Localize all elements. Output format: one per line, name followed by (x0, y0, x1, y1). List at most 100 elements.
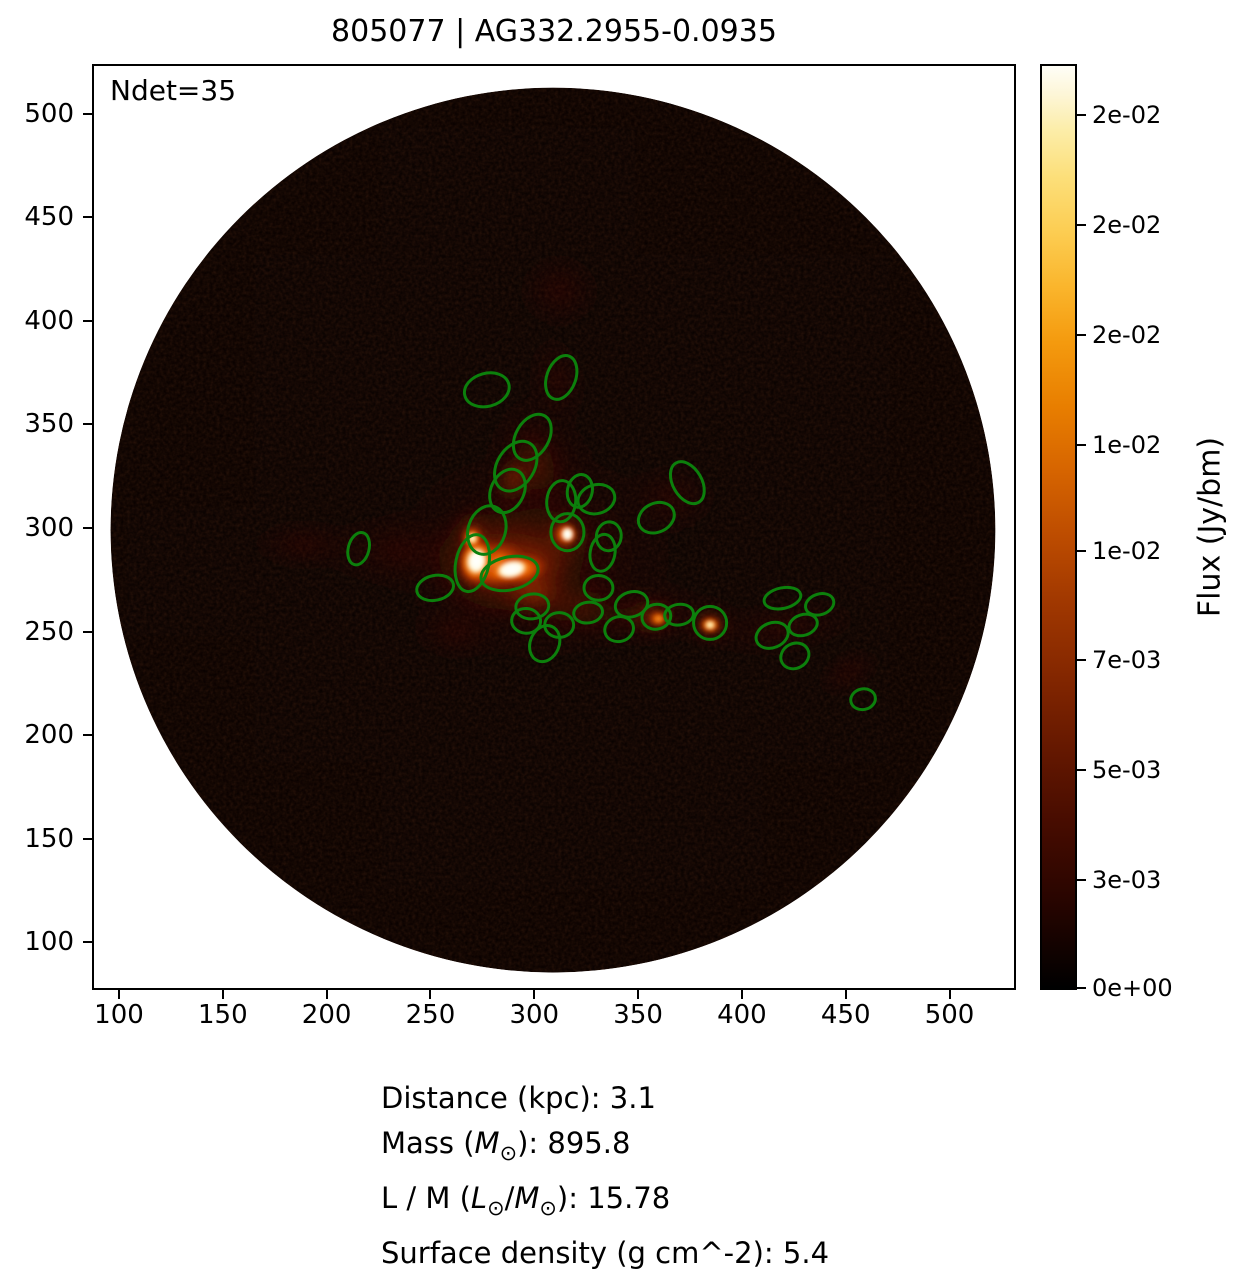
detection-ellipse (588, 532, 617, 573)
detection-ellipse (804, 592, 836, 617)
detection-ellipse (572, 600, 605, 625)
detection-ellipse (466, 504, 508, 556)
detection-ellipse (779, 641, 811, 671)
colorbar-tick (1077, 113, 1086, 116)
y-tick (83, 319, 92, 322)
y-tick-label: 400 (24, 305, 74, 336)
y-tick (83, 941, 92, 944)
x-tick-label: 400 (717, 1000, 767, 1030)
emission-faint2 (509, 245, 609, 337)
x-tick (221, 990, 224, 999)
detection-ellipse (787, 612, 819, 638)
colorbar-tick-label: 7e-03 (1092, 646, 1162, 675)
y-tick-label: 200 (24, 720, 74, 751)
detection-ellipse (549, 512, 586, 553)
detection-ellipse (479, 554, 540, 593)
x-tick (948, 990, 951, 999)
x-tick (429, 990, 432, 999)
detection-ellipse (582, 573, 615, 602)
y-tick-label: 150 (24, 823, 74, 854)
emission-core (497, 560, 526, 578)
y-tick-label: 300 (24, 513, 74, 544)
colorbar-tick (1077, 878, 1086, 881)
detection-ellipse (663, 602, 695, 627)
x-tick-label: 100 (94, 1000, 144, 1030)
x-tick-label: 150 (197, 1000, 248, 1030)
colorbar-tick-label: 2e-02 (1092, 100, 1162, 129)
detection-ellipse (640, 602, 673, 631)
x-tick (844, 990, 847, 999)
detection-ellipse (545, 479, 578, 524)
detection-ellipse (668, 460, 706, 506)
x-tick-label: 200 (301, 1000, 352, 1030)
y-tick (83, 423, 92, 426)
detection-ellipse (762, 585, 803, 611)
y-tick-label: 350 (24, 409, 74, 440)
colorbar-tick-label: 0e+00 (1092, 974, 1173, 1003)
y-tick (83, 837, 92, 840)
colorbar-tick-label: 1e-02 (1092, 537, 1162, 566)
stats-block: Distance (kpc): 3.1 Mass (M⊙): 895.8 L /… (381, 1076, 829, 1276)
y-tick (83, 734, 92, 737)
colorbar-tick (1077, 987, 1086, 990)
detection-ellipse (528, 624, 562, 664)
detection-ellipse (488, 467, 527, 515)
detection-ellipse (603, 615, 635, 644)
detection-ellipse (613, 590, 650, 619)
x-tick-label: 300 (509, 1000, 560, 1030)
detection-ellipse (510, 606, 543, 635)
detection-ellipse (493, 439, 539, 493)
emission-faint2 (240, 515, 365, 574)
detection-ellipse (636, 500, 676, 535)
detection-ellipse (849, 687, 877, 712)
detection-ellipse (514, 592, 551, 621)
colorbar-tick-label: 1e-02 (1092, 430, 1162, 459)
colorbar-tick-label: 2e-02 (1092, 211, 1162, 240)
x-tick (117, 990, 120, 999)
emission-bright (702, 618, 718, 632)
y-tick-label: 500 (24, 98, 74, 129)
y-tick (83, 216, 92, 219)
sky-image (110, 87, 996, 973)
plot-area: Ndet=35 (92, 64, 1016, 990)
x-tick (637, 990, 640, 999)
colorbar-tick (1077, 224, 1086, 227)
y-tick-label: 450 (24, 202, 74, 233)
detection-ellipse (511, 412, 553, 462)
y-tick (83, 112, 92, 115)
colorbar-label: Flux (Jy/bm) (1192, 436, 1228, 618)
x-tick (533, 990, 536, 999)
detection-ellipse (565, 473, 594, 509)
colorbar (1040, 64, 1077, 990)
colorbar-tick (1077, 550, 1086, 553)
colorbar-tick (1077, 443, 1086, 446)
colorbar-tick (1077, 768, 1086, 771)
detection-ellipse (692, 604, 729, 641)
ndet-annotation: Ndet=35 (110, 74, 237, 107)
stat-distance: Distance (kpc): 3.1 (381, 1081, 656, 1115)
colorbar-tick-label: 2e-02 (1092, 321, 1162, 350)
x-tick-label: 350 (613, 1000, 663, 1030)
detection-ellipse (544, 354, 579, 401)
detection-ellipse (415, 573, 455, 603)
emission-faint2 (810, 642, 887, 703)
x-tick-label: 250 (405, 1000, 456, 1030)
stat-mass: Mass (M⊙): 895.8 (381, 1126, 631, 1165)
x-tick (325, 990, 328, 999)
x-tick-label: 500 (924, 1000, 975, 1030)
x-tick-label: 450 (820, 1000, 871, 1030)
emission-faint2 (522, 326, 592, 433)
detection-ellipse (543, 611, 576, 639)
emission-core (562, 528, 573, 541)
masked-field (110, 87, 996, 973)
detection-ellipse (754, 620, 790, 650)
y-tick-label: 100 (24, 927, 74, 958)
stat-surface-density: Surface density (g cm^-2): 5.4 (381, 1235, 830, 1270)
figure-title: 805077 | AG332.2955-0.0935 (331, 14, 777, 49)
y-tick (83, 527, 92, 530)
y-tick-label: 250 (24, 616, 74, 647)
detection-ellipse (462, 371, 511, 409)
y-tick (83, 630, 92, 633)
x-tick (740, 990, 743, 999)
